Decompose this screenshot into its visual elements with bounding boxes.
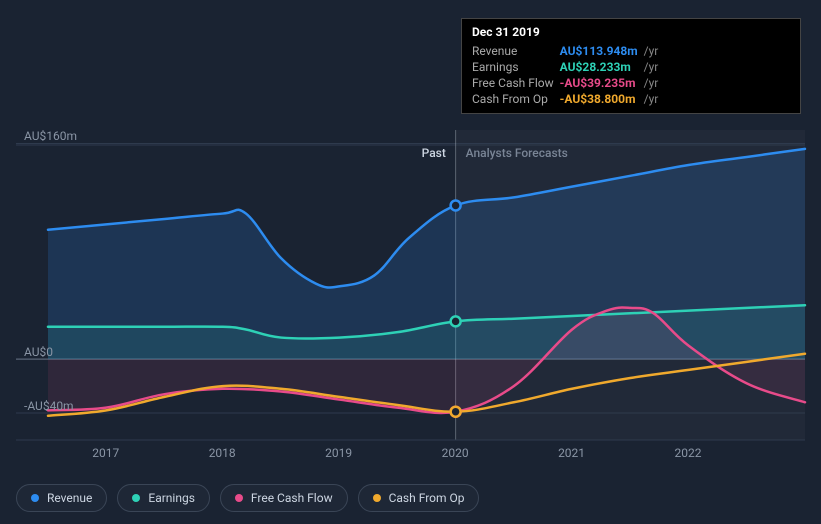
chart-tooltip: Dec 31 2019 RevenueAU$113.948m/yrEarning…: [461, 18, 801, 114]
y-axis-tick-label: AU$160m: [24, 129, 77, 143]
tooltip-row: Cash From Op-AU$38.800m/yr: [472, 91, 664, 107]
past-section-label: Past: [422, 146, 446, 160]
tooltip-row: RevenueAU$113.948m/yr: [472, 43, 664, 59]
tooltip-row-label: Earnings: [472, 59, 560, 75]
x-axis-tick-label: 2017: [92, 446, 119, 460]
x-axis-tick-label: 2018: [209, 446, 236, 460]
tooltip-row-label: Cash From Op: [472, 91, 560, 107]
tooltip-row: EarningsAU$28.233m/yr: [472, 59, 664, 75]
tooltip-row-value: AU$28.233m: [560, 59, 644, 75]
x-axis-tick-label: 2021: [558, 446, 585, 460]
legend-dot-icon: [373, 494, 381, 502]
tooltip-row-value: -AU$38.800m: [560, 91, 644, 107]
tooltip-table: RevenueAU$113.948m/yrEarningsAU$28.233m/…: [472, 43, 664, 107]
tooltip-row-value: AU$113.948m: [560, 43, 644, 59]
tooltip-row-unit: /yr: [644, 91, 665, 107]
tooltip-row: Free Cash Flow-AU$39.235m/yr: [472, 75, 664, 91]
legend-item-fcf[interactable]: Free Cash Flow: [220, 484, 348, 512]
legend-item-label: Earnings: [148, 491, 195, 505]
chart-container: AU$160m AU$0 -AU$40m 2017 2018 2019 2020 2021 2…: [0, 0, 821, 524]
legend: Revenue Earnings Free Cash Flow Cash From O…: [16, 484, 479, 512]
legend-item-label: Cash From Op: [389, 491, 465, 505]
legend-item-cfo[interactable]: Cash From Op: [358, 484, 480, 512]
tooltip-row-value: -AU$39.235m: [560, 75, 644, 91]
legend-item-label: Free Cash Flow: [251, 491, 333, 505]
x-axis-tick-label: 2019: [325, 446, 352, 460]
tooltip-row-unit: /yr: [644, 59, 665, 75]
legend-item-label: Revenue: [47, 491, 92, 505]
legend-dot-icon: [31, 494, 39, 502]
tooltip-row-label: Revenue: [472, 43, 560, 59]
legend-item-revenue[interactable]: Revenue: [16, 484, 107, 512]
x-axis-tick-label: 2020: [442, 446, 469, 460]
tooltip-row-unit: /yr: [644, 75, 665, 91]
forecast-section-label: Analysts Forecasts: [466, 146, 568, 160]
tooltip-date: Dec 31 2019: [472, 25, 790, 39]
x-axis-tick-label: 2022: [675, 446, 702, 460]
y-axis-tick-label: -AU$40m: [24, 399, 74, 413]
legend-item-earnings[interactable]: Earnings: [117, 484, 210, 512]
legend-dot-icon: [235, 494, 243, 502]
tooltip-row-label: Free Cash Flow: [472, 75, 560, 91]
legend-dot-icon: [132, 494, 140, 502]
y-axis-tick-label: AU$0: [24, 345, 53, 359]
tooltip-row-unit: /yr: [644, 43, 665, 59]
